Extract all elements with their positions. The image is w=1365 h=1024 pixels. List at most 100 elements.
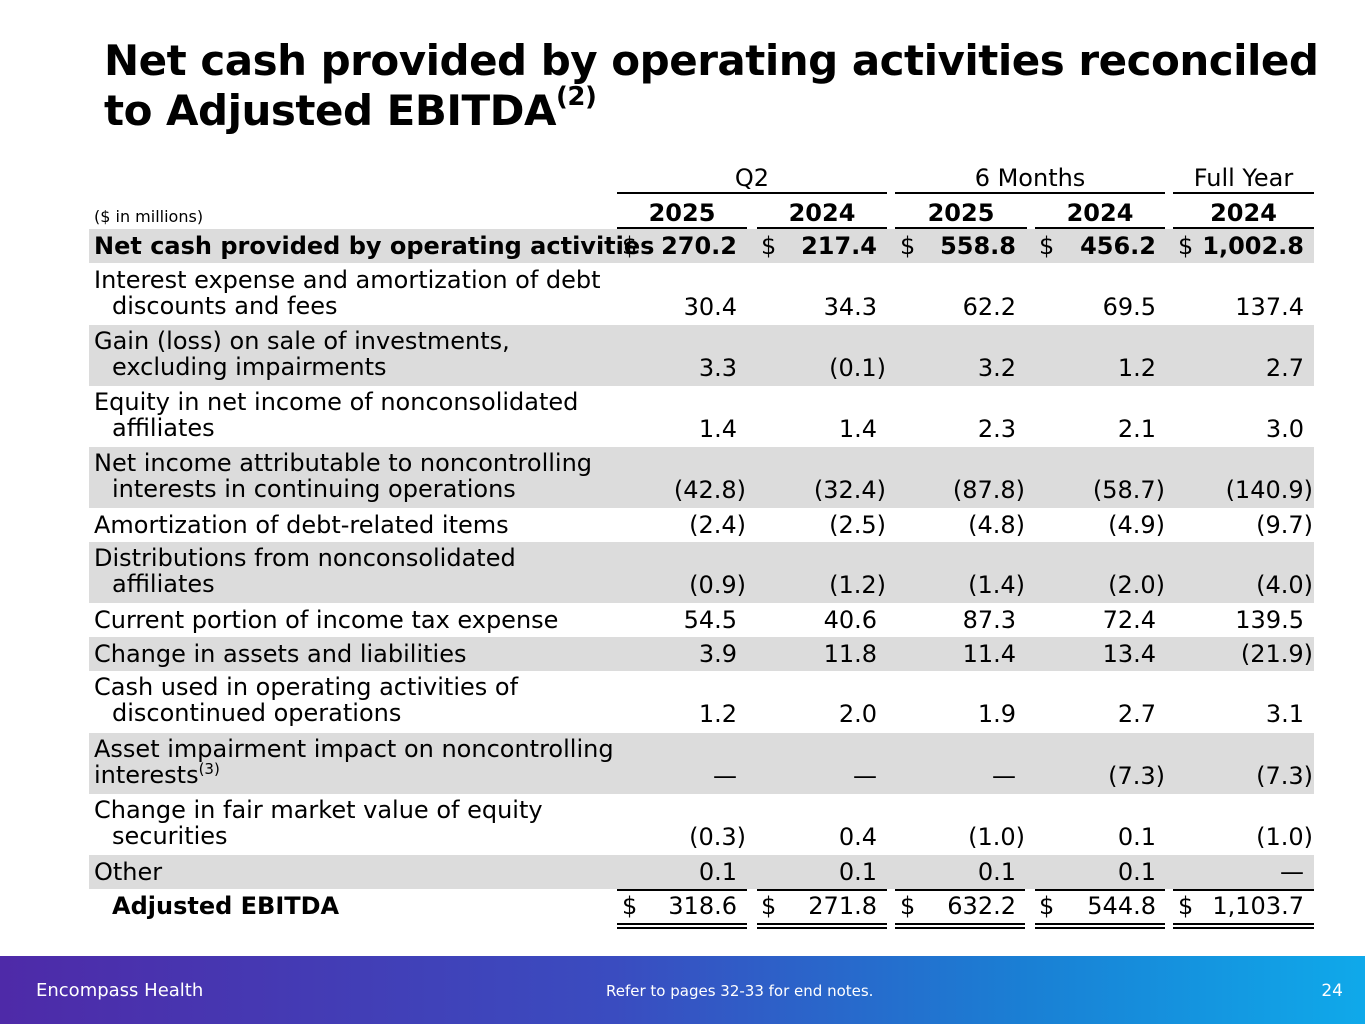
- cell-value: 13.4: [1102, 640, 1156, 668]
- cell-value: 318.6: [668, 892, 737, 920]
- cell-value: 30.4: [683, 293, 737, 321]
- row-label: Gain (loss) on sale of investments, exclu…: [94, 327, 510, 381]
- footnote-ref: (3): [198, 760, 220, 778]
- col-year: 2024: [757, 199, 887, 229]
- cell-value: —: [992, 762, 1016, 790]
- title-footnote-ref: (2): [556, 82, 597, 112]
- cell-value: (4.0): [1256, 571, 1313, 599]
- cell-value: 34.3: [823, 293, 877, 321]
- currency-symbol: $: [761, 892, 777, 920]
- cell-value: 2.7: [1117, 700, 1156, 728]
- rule: [757, 889, 887, 891]
- double-rule: [757, 923, 887, 929]
- row-label: Asset impairment impact on noncontrollin…: [94, 735, 614, 789]
- cell-value: 40.6: [823, 606, 877, 634]
- col-year: 2024: [1173, 199, 1314, 229]
- currency-symbol: $: [622, 892, 638, 920]
- cell-value: 3.3: [698, 354, 737, 382]
- table-row: Gain (loss) on sale of investments, exclu…: [89, 325, 1314, 386]
- cell-value: —: [853, 762, 877, 790]
- page-number: 24: [1321, 981, 1343, 1001]
- row-label: Change in assets and liabilities: [94, 640, 467, 668]
- cell-value: 3.2: [977, 354, 1016, 382]
- table-row: Current portion of income tax expense 54.…: [89, 603, 1314, 637]
- currency-symbol: $: [622, 232, 638, 260]
- cell-value: (42.8): [673, 476, 746, 504]
- cell-value: (140.9): [1225, 476, 1313, 504]
- table-row: Asset impairment impact on noncontrollin…: [89, 733, 1314, 794]
- cell-value: (87.8): [952, 476, 1025, 504]
- col-year: 2025: [895, 199, 1027, 229]
- double-rule: [1035, 923, 1165, 929]
- row-label: Change in fair market value of equity sec…: [94, 796, 543, 850]
- table-row: Change in assets and liabilities 3.9 11.8 1…: [89, 637, 1314, 671]
- cell-value: 456.2: [1080, 232, 1156, 260]
- cell-value: 1.2: [698, 700, 737, 728]
- cell-value: 0.1: [698, 858, 737, 886]
- rule: [1035, 889, 1165, 891]
- cell-value: (1.4): [968, 571, 1025, 599]
- table-row: Net cash provided by operating activitie…: [89, 229, 1314, 263]
- cell-value: 139.5: [1235, 606, 1304, 634]
- cell-value: 72.4: [1102, 606, 1156, 634]
- page-title: Net cash provided by operating activitie…: [104, 36, 1319, 136]
- currency-symbol: $: [1039, 892, 1055, 920]
- cell-value: 2.3: [977, 415, 1016, 443]
- row-label: Equity in net income of nonconsolidated a…: [94, 388, 579, 442]
- cell-value: 3.9: [698, 640, 737, 668]
- cell-value: (2.0): [1108, 571, 1165, 599]
- cell-value: (1.0): [968, 823, 1025, 851]
- cell-value: 271.8: [808, 892, 877, 920]
- table-row: Distributions from nonconsolidated affili…: [89, 542, 1314, 603]
- table-row: Interest expense and amortization of deb…: [89, 264, 1314, 325]
- cell-value: (1.2): [829, 571, 886, 599]
- cell-value: 1.2: [1117, 354, 1156, 382]
- row-label: Current portion of income tax expense: [94, 606, 559, 634]
- footer-bar: Encompass Health Refer to pages 32-33 fo…: [0, 956, 1365, 1024]
- cell-value: (0.9): [689, 571, 746, 599]
- cell-value: 137.4: [1235, 293, 1304, 321]
- col-year: 2024: [1035, 199, 1165, 229]
- cell-value: 3.0: [1265, 415, 1304, 443]
- rule: [895, 889, 1025, 891]
- double-rule: [895, 923, 1025, 929]
- row-label: Other: [94, 858, 163, 886]
- row-label: Amortization of debt-related items: [94, 511, 509, 539]
- cell-value: 1.4: [838, 415, 877, 443]
- table-row: Other 0.1 0.1 0.1 0.1 —: [89, 855, 1314, 889]
- cell-value: (7.3): [1108, 762, 1165, 790]
- cell-value: (1.0): [1256, 823, 1313, 851]
- col-group-6-months: 6 Months: [895, 164, 1165, 194]
- cell-value: (58.7): [1092, 476, 1165, 504]
- currency-symbol: $: [900, 232, 916, 260]
- cell-value: (0.1): [829, 354, 886, 382]
- currency-symbol: $: [900, 892, 916, 920]
- cell-value: (7.3): [1256, 762, 1313, 790]
- cell-value: (4.8): [968, 511, 1025, 539]
- currency-symbol: $: [1178, 232, 1194, 260]
- currency-symbol: $: [761, 232, 777, 260]
- title-line-2: to Adjusted EBITDA: [104, 86, 557, 135]
- rule: [1173, 889, 1314, 891]
- total-row: Adjusted EBITDA 318.6 $271.8 $632.2 $544.8 $…: [89, 889, 1314, 929]
- cell-value: 544.8: [1087, 892, 1156, 920]
- row-label: Cash used in operating activities of disc…: [94, 673, 519, 727]
- cell-value: 1.9: [977, 700, 1016, 728]
- cell-value: 2.1: [1117, 415, 1156, 443]
- col-year: 2025: [617, 199, 747, 229]
- title-line-1: Net cash provided by operating activitie…: [104, 36, 1319, 85]
- cell-value: (2.4): [689, 511, 746, 539]
- total-label: Adjusted EBITDA: [112, 892, 340, 920]
- double-rule: [1173, 923, 1314, 929]
- cell-value: 0.1: [1117, 823, 1156, 851]
- cell-value: 0.4: [838, 823, 877, 851]
- cell-value: (32.4): [813, 476, 886, 504]
- cell-value: 558.8: [940, 232, 1016, 260]
- row-label: Net income attributable to noncontrollin…: [94, 449, 593, 503]
- rule: [617, 889, 747, 891]
- cell-value: (21.9): [1240, 640, 1313, 668]
- table-row: Cash used in operating activities of disc…: [89, 671, 1314, 733]
- cell-value: 0.1: [977, 858, 1016, 886]
- footer-brand: Encompass Health: [36, 980, 204, 1001]
- cell-value: 69.5: [1102, 293, 1156, 321]
